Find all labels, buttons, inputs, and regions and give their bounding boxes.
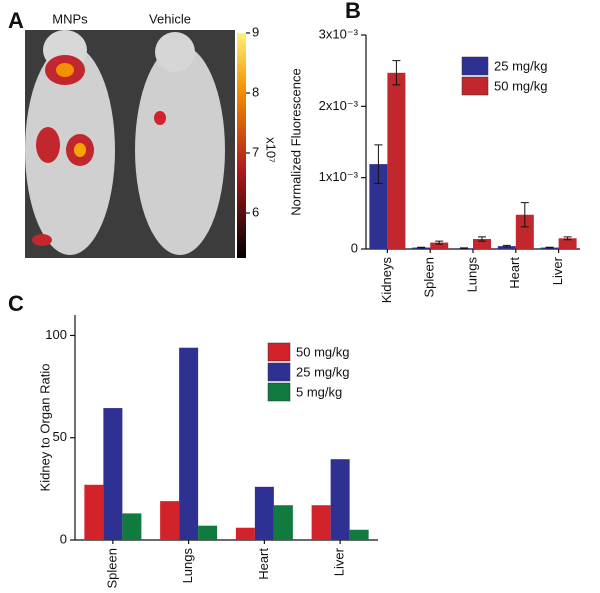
bar: [349, 529, 369, 540]
colorbar-tick-label: 8: [252, 84, 259, 99]
legend-label: 5 mg/kg: [296, 384, 342, 399]
panel-label: B: [345, 0, 361, 23]
group-label: MNPs: [52, 11, 88, 26]
panel-label: A: [8, 8, 24, 33]
bar: [179, 347, 199, 540]
x-tick-label: Lungs: [180, 548, 195, 584]
error-bar: [392, 60, 401, 86]
legend-label: 50 mg/kg: [494, 78, 547, 93]
colorbar: [237, 33, 246, 258]
bar: [235, 527, 255, 540]
group-label: Vehicle: [149, 11, 191, 26]
error-bar: [520, 202, 529, 228]
bar: [254, 486, 274, 540]
error-bar: [374, 144, 383, 184]
y-tick-label: 2x10⁻³: [319, 98, 359, 113]
x-tick-label: Heart: [256, 548, 271, 580]
colorbar-tick-label: 7: [252, 144, 259, 159]
bar: [473, 239, 491, 249]
bar: [160, 501, 180, 540]
y-axis-title: Normalized Fluorescence: [288, 68, 303, 215]
y-tick-label: 0: [60, 531, 67, 546]
y-tick-label: 3x10⁻³: [319, 26, 359, 41]
colorbar-tick-label: 6: [252, 204, 259, 219]
x-tick-label: Liver: [332, 547, 347, 576]
bar: [430, 242, 449, 249]
bar: [369, 164, 388, 249]
bar: [497, 246, 516, 249]
legend-swatch: [267, 382, 291, 402]
legend-label: 50 mg/kg: [296, 344, 349, 359]
x-tick-label: Spleen: [422, 257, 437, 297]
colorbar-multiplier: x10⁷: [264, 137, 279, 163]
colorbar-tick-label: 9: [252, 24, 259, 39]
legend-label: 25 mg/kg: [494, 58, 547, 73]
bar: [558, 238, 577, 249]
bar: [122, 513, 142, 540]
error-bar: [502, 244, 511, 248]
y-tick-label: 100: [45, 327, 67, 342]
error-bar: [478, 236, 486, 242]
x-tick-label: Kidneys: [379, 257, 394, 304]
bar: [84, 484, 104, 540]
error-bar: [545, 246, 554, 249]
legend-swatch: [267, 362, 291, 382]
x-tick-label: Heart: [507, 257, 522, 289]
panel-label: C: [8, 291, 24, 316]
error-bar: [417, 246, 426, 249]
x-tick-label: Lungs: [464, 257, 479, 293]
bar: [387, 72, 406, 249]
y-tick-label: 50: [53, 429, 67, 444]
error-bar: [460, 247, 468, 250]
x-tick-label: Liver: [550, 256, 565, 285]
y-tick-label: 0: [351, 240, 358, 255]
x-tick-label: Spleen: [104, 548, 119, 588]
bar: [330, 459, 350, 540]
error-bar: [563, 236, 572, 241]
bar: [103, 408, 123, 540]
bar: [311, 505, 331, 540]
legend-swatch: [461, 56, 489, 76]
legend-swatch: [461, 76, 489, 96]
y-tick-label: 1x10⁻³: [319, 169, 359, 184]
bar: [515, 214, 534, 249]
mouse-image: [25, 30, 235, 258]
legend-swatch: [267, 342, 291, 362]
bar: [273, 505, 293, 540]
error-bar: [435, 240, 444, 245]
y-axis-title: Kidney to Organ Ratio: [37, 364, 52, 492]
legend-label: 25 mg/kg: [296, 364, 349, 379]
bar: [198, 525, 218, 540]
